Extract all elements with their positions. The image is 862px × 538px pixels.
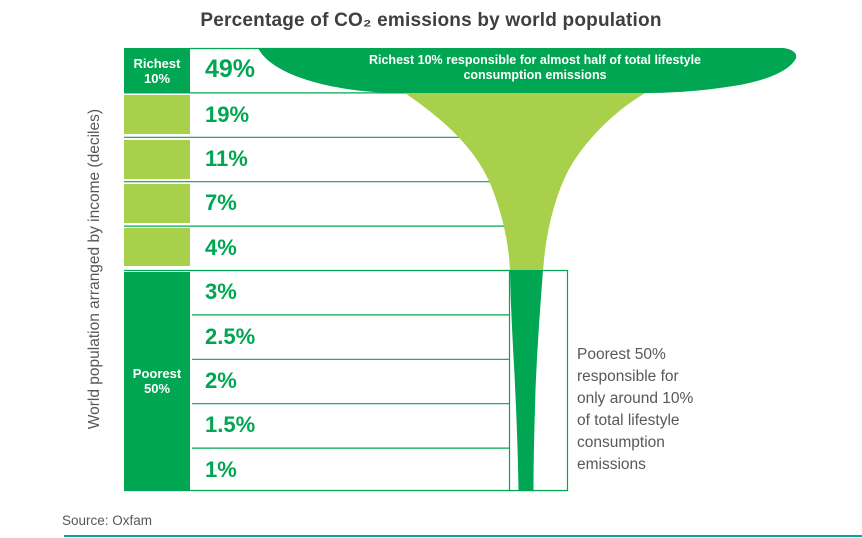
value-label-decile-1: 1%	[205, 457, 237, 482]
richest-10-label: Richest 10%	[133, 55, 181, 86]
value-label-decile-3: 2%	[205, 368, 237, 393]
richest-banner-shape	[258, 48, 797, 93]
value-label-decile-6: 4%	[205, 235, 237, 260]
value-label-decile-9: 19%	[205, 102, 250, 127]
value-label-decile-8: 11%	[205, 146, 248, 171]
decile-7-cell	[124, 184, 190, 223]
value-label-decile-10: 49%	[205, 55, 256, 83]
row-grid-lines	[124, 47, 568, 492]
value-label-decile-2: 1.5%	[205, 412, 256, 437]
funnel-stem-shape	[510, 270, 543, 490]
chart-title: Percentage of CO₂ emissions by world pop…	[200, 10, 662, 31]
y-axis-label: World population arranged by income (dec…	[86, 108, 103, 430]
funnel-bowl-shape	[402, 91, 647, 272]
richest-10-cell: Richest 10%	[124, 48, 190, 93]
poorest-annotation: Poorest 50% responsible for only around …	[577, 346, 694, 473]
decile-8-cell	[124, 140, 190, 179]
poorest-50-label: Poorest 50%	[132, 366, 182, 396]
value-label-decile-5: 3%	[205, 279, 237, 304]
decile-6-cell	[124, 228, 190, 266]
value-label-decile-7: 7%	[205, 190, 237, 215]
richest-annotation: Richest 10% responsible for almost half …	[368, 53, 702, 82]
decile-9-cell	[124, 95, 190, 134]
source-note: Source: Oxfam	[62, 513, 153, 528]
bottom-divider-line	[64, 535, 862, 537]
poorest-50-cell: Poorest 50%	[124, 272, 190, 490]
value-label-decile-4: 2.5%	[205, 324, 256, 349]
